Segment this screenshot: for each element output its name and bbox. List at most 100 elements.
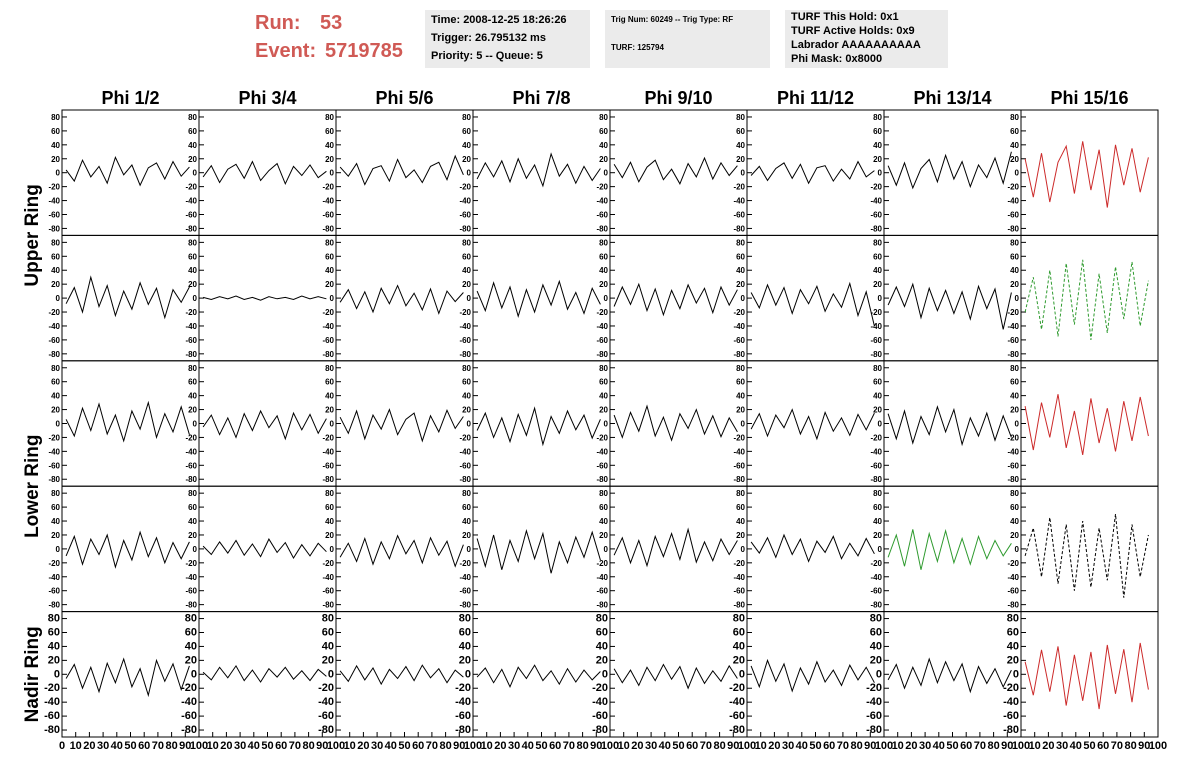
y-tick-label: -80 [729, 724, 745, 736]
y-tick-label: 60 [51, 252, 60, 261]
x-tick-label: 100 [1149, 740, 1167, 752]
y-tick-label: -60 [459, 587, 471, 596]
y-tick-label: 40 [51, 266, 60, 275]
y-tick-label: -40 [318, 696, 334, 708]
y-tick-label: -60 [48, 587, 60, 596]
waveform [750, 408, 875, 441]
y-tick-label: 40 [325, 141, 334, 150]
y-tick-label: 60 [1007, 627, 1019, 639]
y-tick-label: 40 [599, 141, 608, 150]
y-tick-label: -20 [48, 559, 60, 568]
x-tick-label: 100 [738, 740, 756, 752]
info-box [425, 10, 590, 68]
y-tick-label: 80 [51, 113, 60, 122]
y-tick-label: -60 [870, 461, 882, 470]
y-tick-label: -80 [1007, 475, 1019, 484]
y-tick-label: 40 [462, 517, 471, 526]
x-tick-label: 10 [892, 740, 904, 752]
waveform [887, 151, 1012, 190]
y-tick-label: -20 [729, 682, 745, 694]
y-tick-label: -20 [1003, 682, 1019, 694]
x-tick-label: 80 [576, 740, 588, 752]
x-tick-label: 10 [70, 740, 82, 752]
panel-frame [746, 360, 885, 487]
run-label: Run: [255, 12, 301, 34]
y-tick-label: 20 [48, 654, 60, 666]
x-tick-label: 80 [302, 740, 314, 752]
y-tick-label: 0 [1015, 169, 1020, 178]
waveform [1024, 141, 1149, 208]
y-tick-label: 60 [188, 378, 197, 387]
y-tick-label: 0 [467, 420, 472, 429]
y-tick-label: -60 [459, 211, 471, 220]
y-tick-label: -40 [1007, 322, 1019, 331]
y-tick-label: -80 [592, 724, 608, 736]
waveform [339, 534, 464, 568]
y-tick-label: 60 [188, 503, 197, 512]
y-tick-label: 60 [599, 503, 608, 512]
y-tick-label: -40 [48, 322, 60, 331]
x-tick-label: 90 [453, 740, 465, 752]
y-tick-label: -60 [185, 336, 197, 345]
y-tick-label: -60 [733, 336, 745, 345]
column-header: Phi 9/10 [644, 88, 712, 108]
y-tick-label: -20 [322, 308, 334, 317]
y-tick-label: -80 [733, 350, 745, 359]
ring-label: Upper Ring [22, 184, 43, 286]
waveform [750, 160, 875, 185]
y-tick-label: -20 [870, 308, 882, 317]
waveform [202, 295, 327, 301]
y-tick-label: -60 [181, 710, 197, 722]
column-header: Phi 11/12 [777, 88, 854, 108]
y-tick-label: 0 [465, 668, 471, 680]
y-tick-label: -40 [596, 447, 608, 456]
waveform [65, 530, 190, 569]
y-tick-label: -20 [870, 559, 882, 568]
x-tick-label: 40 [796, 740, 808, 752]
y-tick-label: 80 [736, 113, 745, 122]
info-text: Priority: 5 -- Queue: 5 [431, 50, 543, 62]
y-tick-label: -20 [866, 682, 882, 694]
waveform [476, 406, 601, 447]
x-tick-label: 60 [138, 740, 150, 752]
y-tick-label: 40 [325, 266, 334, 275]
y-tick-label: 40 [51, 517, 60, 526]
y-tick-label: -20 [1007, 308, 1019, 317]
y-tick-label: 80 [325, 489, 334, 498]
panel-frame [198, 611, 337, 738]
y-tick-label: -40 [870, 197, 882, 206]
x-tick-label: 90 [590, 740, 602, 752]
panel-frame [609, 611, 748, 738]
y-tick-label: 40 [1010, 141, 1019, 150]
waveform [476, 152, 601, 188]
y-tick-label: 40 [188, 517, 197, 526]
x-tick-label: 60 [275, 740, 287, 752]
panel-frame [746, 234, 885, 362]
y-tick-label: -20 [596, 308, 608, 317]
panel-frame [335, 485, 474, 613]
y-tick-label: -20 [870, 433, 882, 442]
y-tick-label: -40 [44, 696, 60, 708]
y-tick-label: 0 [54, 668, 60, 680]
y-tick-label: -80 [48, 224, 60, 233]
y-tick-label: 0 [741, 169, 746, 178]
y-tick-label: 0 [193, 420, 198, 429]
waveform [339, 154, 464, 186]
x-tick-label: 20 [220, 740, 232, 752]
panel-frame [1020, 234, 1159, 362]
y-tick-label: -60 [455, 710, 471, 722]
y-tick-label: 40 [873, 392, 882, 401]
y-tick-label: 20 [325, 406, 334, 415]
y-tick-label: -80 [459, 475, 471, 484]
waveform [887, 282, 1012, 330]
waveform [887, 405, 1012, 447]
y-tick-label: -20 [185, 433, 197, 442]
y-tick-label: 80 [462, 113, 471, 122]
y-tick-label: 40 [459, 640, 471, 652]
waveform [1024, 394, 1149, 455]
y-tick-label: 60 [462, 503, 471, 512]
x-tick-label: 60 [549, 740, 561, 752]
y-tick-label: 60 [873, 127, 882, 136]
y-tick-label: 0 [193, 169, 198, 178]
